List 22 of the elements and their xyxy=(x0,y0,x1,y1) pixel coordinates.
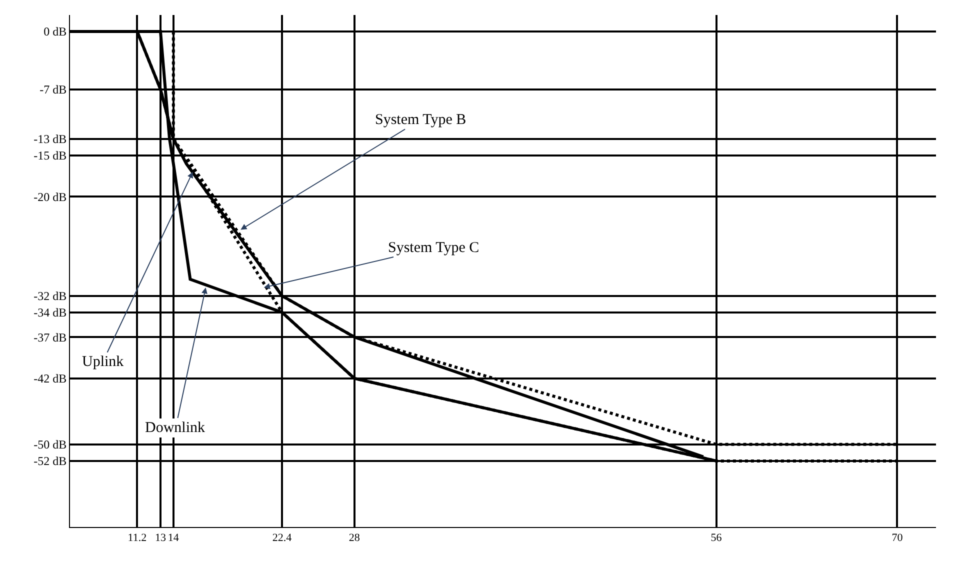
x-tick-label: 28 xyxy=(348,532,360,544)
y-tick-label: -42 dB xyxy=(34,372,67,386)
y-tick-label: -50 dB xyxy=(34,438,67,452)
y-tick-label: -20 dB xyxy=(34,190,67,204)
annotation: System Type C xyxy=(388,240,480,256)
x-tick-label: 56 xyxy=(710,532,722,544)
annotation: Uplink xyxy=(82,354,124,370)
x-tick-label: 22.4 xyxy=(272,532,292,544)
y-tick-label: -52 dB xyxy=(34,454,67,468)
x-tick-label: 11.2 xyxy=(128,532,147,544)
y-tick-label: -13 dB xyxy=(34,132,67,146)
y-tick-label: -34 dB xyxy=(34,305,67,320)
annotation: Downlink xyxy=(145,420,206,436)
x-tick-label: 14 xyxy=(168,532,180,544)
y-tick-label: -37 dB xyxy=(34,330,67,344)
x-tick-label: 70 xyxy=(892,532,904,544)
x-tick-label: 13 xyxy=(154,532,166,544)
y-tick-label: -32 dB xyxy=(34,288,67,303)
y-tick-label: -15 dB xyxy=(34,148,67,163)
y-tick-label: -7 dB xyxy=(40,82,67,97)
y-tick-label: 0 dB xyxy=(44,24,67,39)
annotation: System Type B xyxy=(375,112,466,128)
